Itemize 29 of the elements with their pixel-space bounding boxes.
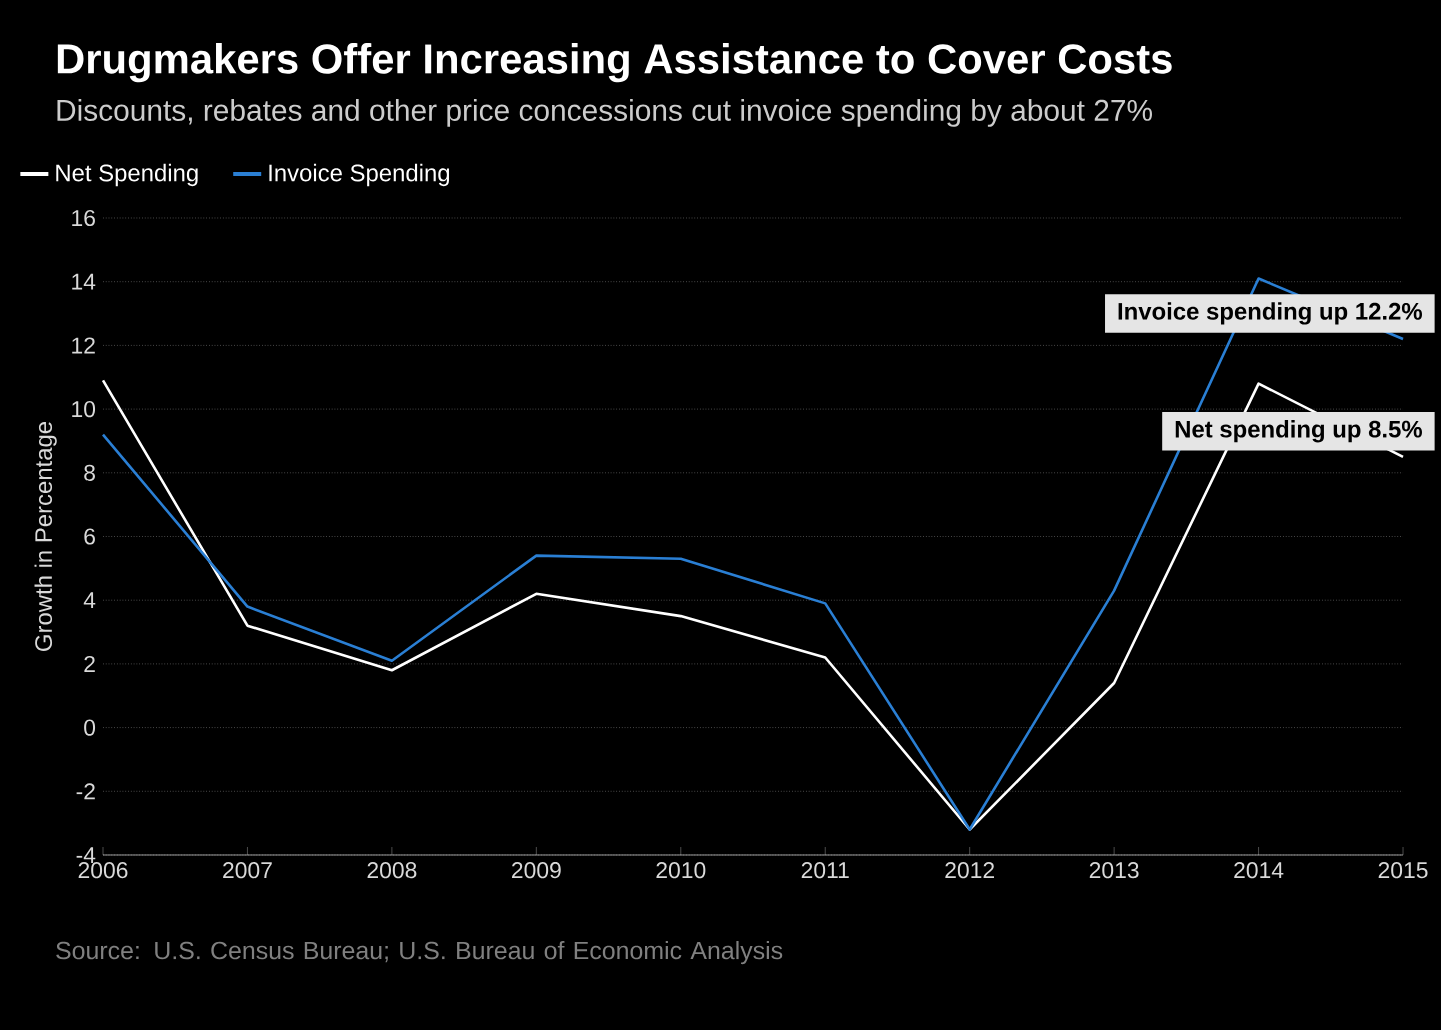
y-tick-label: 0 (84, 719, 96, 736)
y-tick-label: 12 (72, 337, 95, 354)
y-tick-label: 10 (72, 400, 96, 418)
y-axis-title: Growth in Percentage (34, 421, 57, 651)
y-tick-label: 16 (72, 209, 95, 227)
y-tick-label: -2 (76, 783, 95, 800)
x-tick-label: 2007 (223, 862, 272, 879)
y-tick-label: 2 (84, 655, 95, 672)
y-tick-label: 6 (84, 528, 95, 545)
x-tick-label: 2013 (1089, 862, 1139, 879)
chart-title: Drugmakers Offer Increasing Assistance to Cover Costs (57, 43, 1172, 83)
x-tick-label: 2006 (78, 862, 128, 879)
chart-subtitle: Discounts, rebates and other price concessions cut invoice spending by about 27% (57, 99, 1152, 127)
source-note: Source: U.S. Census Bureau; U.S. Bureau of Economic Analysis (56, 941, 783, 965)
y-tick-label: -4 (76, 847, 96, 863)
x-tick-label: 2010 (656, 862, 706, 879)
legend-label: Net Spending (56, 163, 198, 187)
x-tick-label: 2014 (1234, 862, 1284, 879)
x-tick-label: 2008 (367, 862, 417, 879)
x-tick-label: 2011 (801, 862, 849, 879)
annotation: Invoice spending up 12.2% (1118, 302, 1422, 325)
y-tick-label: 14 (72, 273, 96, 290)
x-tick-label: 2012 (945, 862, 994, 879)
x-tick-label: 2009 (512, 862, 561, 879)
legend-label: Invoice Spending (269, 163, 450, 187)
annotation: Net spending up 8.5% (1175, 420, 1422, 443)
x-tick-label: 2015 (1378, 862, 1428, 879)
y-tick-label: 8 (84, 464, 95, 481)
y-tick-label: 4 (83, 592, 96, 609)
